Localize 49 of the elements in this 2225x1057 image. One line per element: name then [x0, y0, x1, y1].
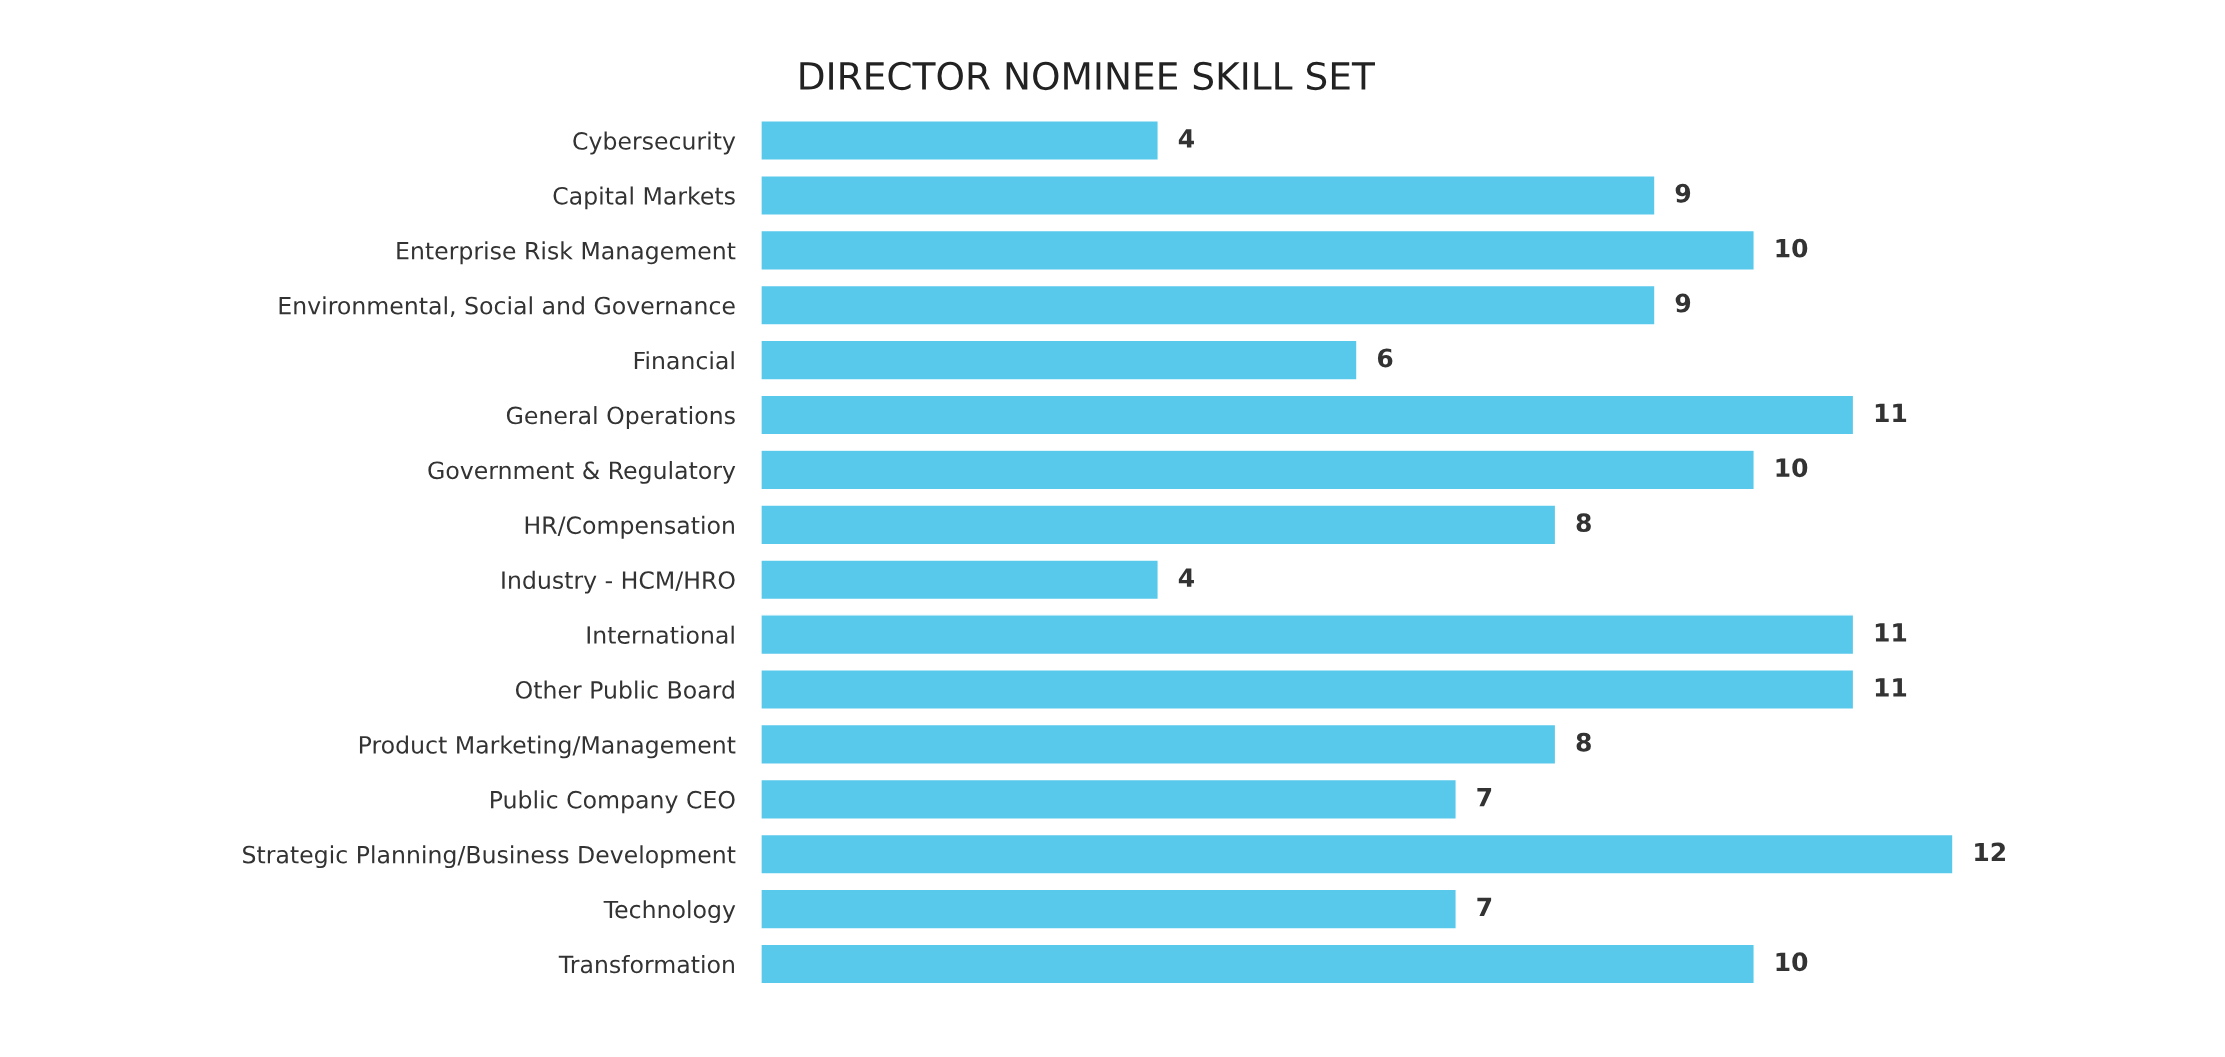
bar: [760, 229, 1755, 271]
y-tick-label: Financial: [634, 351, 734, 370]
bar: [760, 723, 1557, 765]
bar: [760, 120, 1159, 162]
y-tick-label: Industry - HCM/HRO: [502, 570, 735, 594]
data-label: 11: [1875, 403, 1907, 422]
data-label: 8: [1576, 513, 1591, 533]
data-label: 8: [1576, 732, 1591, 752]
bar: [760, 614, 1855, 656]
data-label: 11: [1875, 678, 1907, 697]
data-label: 9: [1675, 293, 1691, 313]
y-tick-label: Public Company CEO: [491, 790, 735, 814]
data-label: 10: [1776, 458, 1808, 478]
y-tick-label: Government & Regulatory: [428, 460, 736, 484]
data-label: 4: [1178, 568, 1194, 587]
y-tick-label: Capital Markets: [553, 186, 735, 210]
data-label: 11: [1875, 623, 1907, 642]
y-tick-label: Cybersecurity: [573, 131, 736, 155]
y-tick-label: HR/Compensation: [525, 515, 734, 539]
data-label: 4: [1178, 129, 1194, 148]
data-label: 12: [1975, 842, 2005, 862]
data-label: 10: [1776, 238, 1808, 258]
bar: [760, 778, 1457, 820]
bar: [760, 888, 1457, 930]
data-label: 9: [1675, 183, 1691, 203]
data-label: 7: [1477, 897, 1492, 917]
bar: [760, 174, 1656, 216]
y-tick-label: Strategic Planning/Business Development: [243, 845, 736, 869]
bar: [760, 394, 1855, 436]
y-tick-label: General Operations: [506, 406, 735, 429]
data-label: 7: [1477, 788, 1492, 807]
y-tick-label: Product Marketing/Management: [359, 735, 736, 759]
bar: [760, 943, 1755, 985]
bar: [760, 669, 1855, 710]
chart-title: DIRECTOR NOMINEE SKILL SET: [800, 61, 1375, 91]
bar: [760, 284, 1656, 326]
y-tick-label: Transformation: [558, 955, 734, 974]
y-tick-label: Other Public Board: [515, 680, 734, 699]
data-label: 10: [1776, 952, 1808, 972]
y-tick-label: International: [587, 625, 734, 644]
y-tick-label: Environmental, Social and Governance: [279, 296, 735, 317]
bar: [760, 449, 1755, 491]
y-tick-label: Enterprise Risk Management: [397, 241, 736, 265]
bar: [760, 559, 1159, 601]
bar: [760, 833, 1954, 875]
bar: [760, 504, 1557, 546]
data-label: 6: [1377, 348, 1393, 368]
y-tick-label: Technology: [603, 900, 736, 923]
bar: [760, 339, 1358, 381]
